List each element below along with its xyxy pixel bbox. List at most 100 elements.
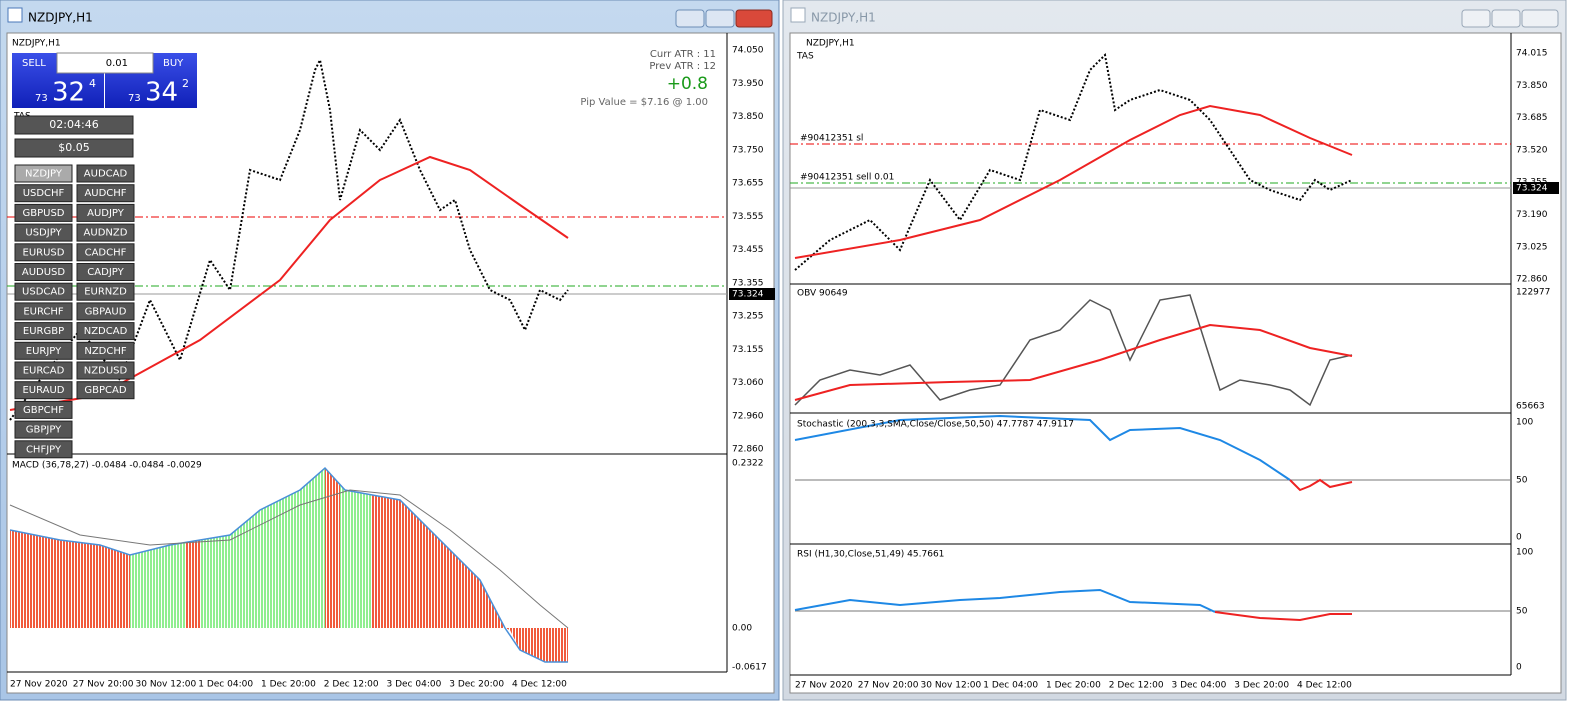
timer: 02:04:46 xyxy=(49,118,98,131)
price-axis-label: 73.455 xyxy=(732,245,764,255)
price-axis-label: 73.850 xyxy=(1516,81,1548,91)
rsi-line xyxy=(1214,611,1352,622)
stoch-axis-label: 50 xyxy=(1516,476,1528,486)
pair-button[interactable] xyxy=(76,243,135,262)
pair-label: EURGBP xyxy=(23,326,64,337)
macd-label: MACD (36,78,27) -0.0484 -0.0484 -0.0029 xyxy=(12,461,202,471)
price-axis-label: 73.950 xyxy=(732,79,764,89)
pair-button[interactable] xyxy=(14,381,73,400)
price-axis-label: 73.520 xyxy=(1516,145,1548,155)
window-title: NZDJPY,H1 xyxy=(28,11,93,25)
pair-button[interactable] xyxy=(14,164,73,183)
pair-button[interactable] xyxy=(76,203,135,222)
pair-button[interactable] xyxy=(76,322,135,341)
pair-button[interactable] xyxy=(14,263,73,281)
current-price: 73.324 xyxy=(1516,184,1548,194)
current-price-box xyxy=(729,288,775,300)
close-button[interactable] xyxy=(735,9,773,28)
pair-label: USDJPY xyxy=(25,228,62,239)
pair-button[interactable] xyxy=(76,341,135,360)
price-axis-label: 72.960 xyxy=(732,411,764,421)
time-axis-label: 4 Dec 12:00 xyxy=(1297,681,1352,691)
pair-button[interactable] xyxy=(76,302,135,321)
signal-line xyxy=(9,489,569,629)
pair-button[interactable] xyxy=(76,381,135,400)
time-axis-label: 27 Nov 2020 xyxy=(10,680,68,690)
pair-button[interactable] xyxy=(14,282,73,301)
minimize-button[interactable] xyxy=(1461,9,1491,28)
pair-label: NZDCAD xyxy=(84,326,128,337)
pair-button[interactable] xyxy=(14,400,73,419)
pair-label: USDCHF xyxy=(23,188,65,199)
current-price: 73.324 xyxy=(732,290,764,300)
pair-button[interactable] xyxy=(14,243,73,262)
time-axis-label: 3 Dec 20:00 xyxy=(449,680,504,690)
pair-label: EURCAD xyxy=(23,366,65,377)
pair-button[interactable] xyxy=(76,282,135,301)
bid-prefix: 73 xyxy=(35,93,48,104)
restore-button[interactable] xyxy=(1491,9,1521,28)
pair-button[interactable] xyxy=(76,263,135,281)
pair-label: EURNZD xyxy=(84,287,127,298)
pair-button[interactable] xyxy=(14,420,73,439)
price-axis-label: 73.190 xyxy=(1516,210,1548,220)
rsi-axis-label: 0 xyxy=(1516,663,1522,673)
pair-button[interactable] xyxy=(76,223,135,242)
restore-button[interactable] xyxy=(705,9,735,28)
symbol-label: NZDJPY,H1 xyxy=(12,39,61,49)
timer-box xyxy=(14,115,134,135)
pair-label: USDCAD xyxy=(22,287,65,298)
ask-big: 34 xyxy=(145,78,178,108)
macd-line xyxy=(9,466,568,663)
pair-label: GBPJPY xyxy=(26,425,62,436)
pair-button[interactable] xyxy=(76,184,135,203)
pair-label: EURJPY xyxy=(26,346,62,357)
price-axis-label: 73.655 xyxy=(732,179,764,189)
pair-button[interactable] xyxy=(14,302,73,321)
pair-button[interactable] xyxy=(14,341,73,360)
stoch-axis-label: 0 xyxy=(1516,533,1522,543)
minimize-button[interactable] xyxy=(675,9,705,28)
time-axis-label: 3 Dec 04:00 xyxy=(1172,681,1227,691)
pair-button[interactable] xyxy=(14,322,73,341)
time-axis-label: 30 Nov 12:00 xyxy=(921,681,982,691)
pair-button[interactable] xyxy=(76,361,135,380)
time-axis-label: 1 Dec 04:00 xyxy=(983,681,1038,691)
time-axis-label: 1 Dec 20:00 xyxy=(1046,681,1101,691)
lot-box[interactable] xyxy=(56,52,154,74)
price-axis-label: 72.860 xyxy=(1516,275,1548,285)
obv-average xyxy=(794,323,1353,401)
price-axis-label: 74.015 xyxy=(1516,49,1548,59)
pair-label: AUDNZD xyxy=(84,228,128,239)
pair-button[interactable] xyxy=(14,361,73,380)
bid-sup: 4 xyxy=(89,77,96,90)
rsi-axis-label: 100 xyxy=(1516,548,1533,558)
pair-button[interactable] xyxy=(14,223,73,242)
pair-label: GBPAUD xyxy=(85,306,127,317)
moving-average xyxy=(794,104,1353,259)
price-candles xyxy=(794,52,1353,271)
pair-button[interactable] xyxy=(14,440,73,459)
pair-button[interactable] xyxy=(14,203,73,222)
price-axis-label: 73.555 xyxy=(732,212,764,222)
sell-label: SELL xyxy=(22,58,46,69)
pair-button[interactable] xyxy=(76,164,135,183)
pair-label: AUDUSD xyxy=(22,267,66,278)
price-axis-label: 73.750 xyxy=(732,145,764,155)
chart-area xyxy=(789,32,1562,694)
pair-button[interactable] xyxy=(14,184,73,203)
moving-average xyxy=(9,155,569,411)
rsi-line xyxy=(794,588,1216,613)
close-button[interactable] xyxy=(1521,9,1559,28)
spread-box xyxy=(14,138,134,158)
time-axis-label: 30 Nov 12:00 xyxy=(136,680,197,690)
pair-label: GBPCHF xyxy=(23,405,64,416)
time-axis-label: 4 Dec 12:00 xyxy=(512,680,567,690)
current-price-box xyxy=(1513,182,1559,194)
pair-label: CADCHF xyxy=(85,247,127,258)
bid-big: 32 xyxy=(52,78,85,108)
price-axis-label: 73.685 xyxy=(1516,113,1548,123)
price-axis-label: 72.860 xyxy=(732,445,764,455)
pair-label: GBPCAD xyxy=(84,385,126,396)
